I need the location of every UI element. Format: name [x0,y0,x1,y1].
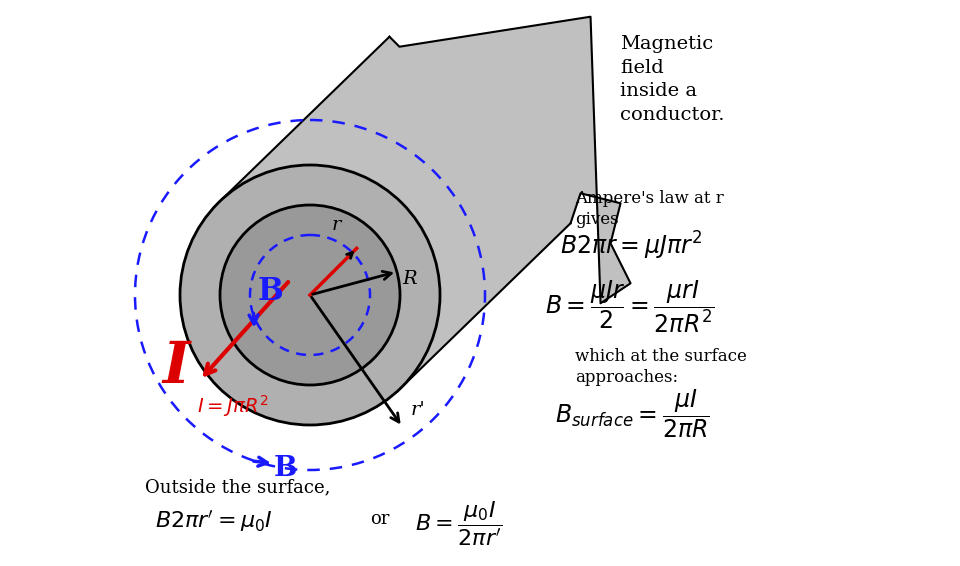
Text: which at the surface
approaches:: which at the surface approaches: [575,348,747,386]
Text: Ampere's law at r
gives: Ampere's law at r gives [575,190,724,228]
Text: B: B [274,456,298,482]
Circle shape [180,165,440,425]
Polygon shape [180,17,631,425]
Text: $B2\pi r' = \mu_0 I$: $B2\pi r' = \mu_0 I$ [155,508,273,534]
Text: R: R [402,270,417,288]
Text: or: or [370,510,390,528]
Text: r': r' [410,401,425,419]
Text: $I = J\pi R^2$: $I = J\pi R^2$ [197,393,268,419]
Text: Magnetic
field
inside a
conductor.: Magnetic field inside a conductor. [620,35,725,124]
Text: B: B [258,276,284,307]
Text: $B_{surface} = \dfrac{\mu I}{2\pi R}$: $B_{surface} = \dfrac{\mu I}{2\pi R}$ [555,388,709,440]
Text: $B = \dfrac{\mu Jr}{2} = \dfrac{\mu rI}{2\pi R^2}$: $B = \dfrac{\mu Jr}{2} = \dfrac{\mu rI}{… [545,278,714,335]
Text: r: r [331,216,341,234]
Text: $B = \dfrac{\mu_0 I}{2\pi r'}$: $B = \dfrac{\mu_0 I}{2\pi r'}$ [415,500,502,548]
Circle shape [220,205,400,385]
Text: Outside the surface,: Outside the surface, [145,478,330,496]
Text: $B2\pi r = \mu J\pi r^2$: $B2\pi r = \mu J\pi r^2$ [560,230,702,262]
Text: I: I [162,339,189,396]
